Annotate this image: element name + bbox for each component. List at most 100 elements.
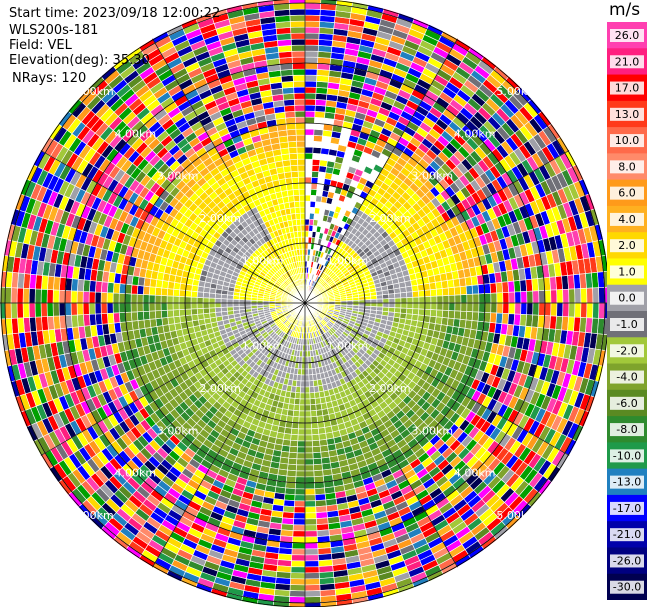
ppi-gate — [304, 218, 310, 226]
ppi-gate — [376, 294, 384, 300]
ppi-gate — [459, 285, 468, 296]
ppi-gate — [526, 302, 534, 316]
ppi-gate — [400, 297, 408, 304]
ppi-gate — [489, 312, 498, 324]
ppi-gate — [290, 572, 306, 580]
ppi-gate — [203, 312, 211, 320]
ppi-gate — [441, 309, 450, 319]
ppi-gate — [124, 283, 133, 295]
ppi-gate — [308, 380, 315, 388]
ppi-gate — [388, 297, 396, 304]
ppi-gate — [418, 308, 426, 316]
ppi-gate — [76, 302, 84, 316]
ppi-gate — [160, 295, 168, 304]
ppi-gate — [191, 313, 199, 322]
ppi-gate — [490, 292, 498, 304]
ppi-gate — [304, 434, 313, 442]
ppi-gate — [88, 291, 96, 304]
ppi-gate — [310, 422, 319, 430]
ppi-gate — [82, 291, 90, 304]
ppi-gate — [442, 295, 450, 304]
ppi-gate — [304, 584, 321, 592]
ppi-gate — [562, 288, 570, 304]
ppi-gate — [304, 422, 312, 430]
ppi-gate — [556, 289, 564, 304]
ppi-gate — [202, 307, 210, 314]
ppi-gate — [293, 518, 306, 526]
ppi-gate — [298, 410, 306, 418]
ppi-gate — [292, 416, 300, 424]
ppi-gate — [315, 409, 324, 417]
ppi-gate — [160, 287, 169, 297]
ppi-gate — [292, 536, 306, 544]
ppi-gate — [538, 290, 546, 304]
ppi-gate — [298, 422, 306, 430]
ppi-gate — [214, 297, 222, 304]
ppi-gate — [304, 212, 311, 220]
ppi-gate — [184, 290, 192, 298]
ppi-gate — [304, 512, 317, 520]
ppi-gate — [304, 164, 313, 172]
ppi-gate — [304, 428, 313, 436]
ppi-gate — [256, 302, 264, 306]
ppi-gate — [184, 308, 192, 316]
ppi-gate — [166, 295, 174, 304]
ppi-gate — [502, 292, 510, 304]
ppi-gate — [299, 392, 306, 400]
ppi-gate — [406, 291, 414, 298]
ppi-gate — [580, 302, 588, 319]
ppi-gate — [28, 302, 36, 318]
ppi-gate — [448, 294, 456, 304]
ppi-gate — [82, 302, 90, 315]
ppi-gate — [202, 297, 210, 304]
ppi-gate — [310, 416, 318, 424]
ppi-gate — [304, 506, 317, 514]
ppi-gate — [293, 404, 300, 412]
ppi-gate — [297, 428, 306, 436]
ppi-gate — [465, 311, 474, 321]
ppi-gate — [598, 286, 606, 304]
ppi-gate — [370, 295, 378, 300]
ppi-gate — [508, 291, 516, 304]
ppi-gate — [184, 302, 192, 310]
ppi-gate — [304, 8, 321, 16]
ppi-gate — [209, 312, 217, 319]
ppi-gate — [34, 302, 42, 318]
ppi-gate — [100, 281, 109, 293]
ppi-gate — [394, 297, 402, 304]
ppi-gate — [220, 306, 228, 313]
ppi-gate — [314, 487, 326, 496]
ppi-gate — [178, 289, 186, 298]
ppi-gate — [314, 391, 321, 399]
ppi-gate — [291, 542, 306, 550]
ppi-gate — [406, 302, 414, 309]
ppi-gate — [142, 310, 151, 321]
ppi-gate — [406, 308, 414, 315]
ppi-gate — [304, 68, 318, 76]
ppi-gate — [460, 294, 468, 304]
ppi-gate — [208, 297, 216, 304]
ppi-gate — [304, 32, 320, 40]
ppi-gate — [352, 299, 360, 304]
ppi-gate — [304, 578, 321, 586]
ppi-gate — [568, 288, 576, 304]
ppi-gate — [430, 302, 438, 311]
ppi-gate — [496, 292, 504, 304]
ppi-gate — [311, 170, 320, 179]
ppi-gate — [580, 287, 588, 304]
ppi-gate — [118, 302, 126, 314]
ppi-gate — [289, 584, 306, 592]
ppi-gate — [208, 302, 216, 309]
ppi-gate — [190, 296, 198, 304]
ppi-gate — [418, 302, 426, 310]
ppi-gate — [160, 309, 169, 319]
ppi-gate — [514, 302, 522, 315]
ppi-gate — [298, 416, 306, 424]
ppi-gate — [304, 74, 318, 82]
ppi-gate — [314, 104, 327, 113]
ppi-gate — [10, 302, 18, 319]
ppi-gate — [313, 463, 323, 472]
ppi-gate — [124, 302, 132, 313]
ppi-gate — [304, 206, 311, 214]
ppi-gate — [550, 302, 558, 317]
